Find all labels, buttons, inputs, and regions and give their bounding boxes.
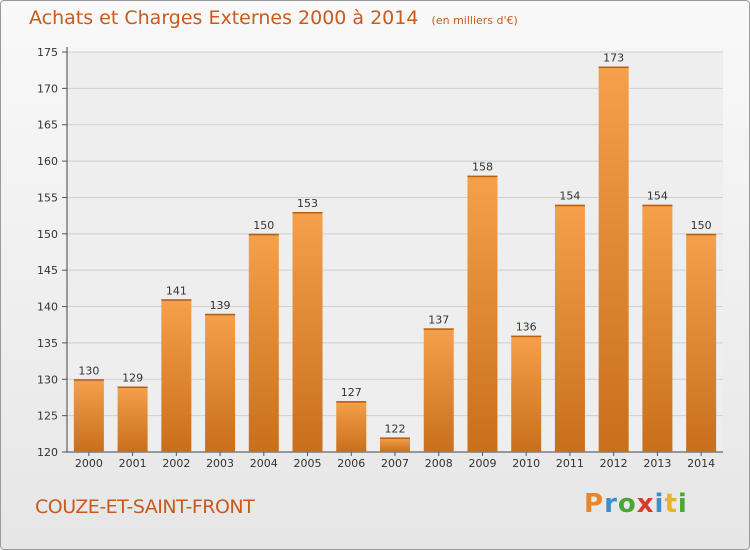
bar [380,437,410,452]
bar-top-edge [423,328,454,330]
bar-value-label: 137 [428,313,449,326]
bar [248,233,279,452]
y-tick-label: 120 [37,446,58,459]
bar [467,175,498,453]
y-tick-label: 175 [37,46,58,59]
bar-value-label: 136 [516,321,537,334]
bar [598,66,629,452]
x-tick-label: 2009 [468,457,496,470]
y-tick-label: 155 [37,191,58,204]
x-tick-label: 2002 [162,457,190,470]
y-tick-label: 170 [37,82,58,95]
bar-top-edge [598,66,629,69]
bar-value-label: 150 [253,219,274,232]
y-tick-label: 165 [37,119,58,132]
x-tick-label: 2003 [206,457,234,470]
x-tick-label: 2006 [337,457,365,470]
x-tick-label: 2012 [600,457,628,470]
bar-value-label: 154 [647,190,668,203]
chart-title: Achats et Charges Externes 2000 à 2014 [29,7,419,29]
bar [686,233,717,452]
bar-top-edge [467,175,498,178]
bar-top-edge [73,379,104,381]
x-tick-label: 2011 [556,457,584,470]
logo-letter: r [604,489,618,519]
bar [336,401,367,452]
bar-top-edge [117,386,148,389]
bar-value-label: 130 [78,364,99,377]
logo-letter: t [664,489,678,519]
bar-top-edge [292,212,323,214]
y-tick-label: 130 [37,373,58,386]
x-tick-label: 2008 [425,457,453,470]
bar-top-edge [511,335,542,338]
y-tick-label: 145 [37,264,58,277]
bar-value-label: 158 [472,161,493,174]
x-tick-label: 2005 [294,457,322,470]
x-tick-label: 2013 [643,457,671,470]
x-tick-label: 2004 [250,457,278,470]
chart-subtitle: (en milliers d'€) [431,14,518,27]
y-tick-label: 160 [37,155,58,168]
bar [73,379,104,452]
bar-value-label: 129 [122,372,143,385]
title-row: Achats et Charges Externes 2000 à 2014 (… [29,7,518,29]
bar-value-label: 127 [341,386,362,399]
bar-top-edge [642,204,673,207]
bar-top-edge [161,299,192,301]
bar [554,204,585,452]
bar-top-edge [248,233,279,236]
logo-letter: P [584,489,605,519]
x-tick-label: 2014 [687,457,715,470]
bar-value-label: 173 [603,52,624,65]
bar [205,313,236,452]
bar-value-label: 141 [166,284,187,297]
bar-value-label: 122 [385,422,406,435]
bar-top-edge [686,233,717,236]
bar-value-label: 153 [297,197,318,210]
y-tick-label: 125 [37,410,58,423]
x-tick-label: 2007 [381,457,409,470]
bar [161,299,192,452]
y-tick-label: 135 [37,337,58,350]
bar-value-label: 150 [691,219,712,232]
city-name: COUZE-ET-SAINT-FRONT [35,496,255,518]
bar [292,212,323,452]
x-tick-label: 2010 [512,457,540,470]
bar [423,328,454,452]
bar-top-edge [554,204,585,207]
logo-letter: o [617,489,637,519]
logo-letter: x [636,489,655,519]
y-tick-label: 150 [37,228,58,241]
bar [511,335,542,452]
bar-top-edge [205,313,236,316]
bar-value-label: 139 [210,299,231,312]
logo-letter: i [677,489,688,519]
bar [117,386,148,452]
x-tick-label: 2000 [75,457,103,470]
logo-letter: i [654,489,665,519]
bar-top-edge [380,437,410,439]
proxiti-logo: Proxiti [584,489,688,519]
bar-value-label: 154 [559,190,580,203]
bar-top-edge [336,401,367,403]
x-tick-label: 2001 [119,457,147,470]
bar [642,204,673,452]
y-tick-label: 140 [37,301,58,314]
